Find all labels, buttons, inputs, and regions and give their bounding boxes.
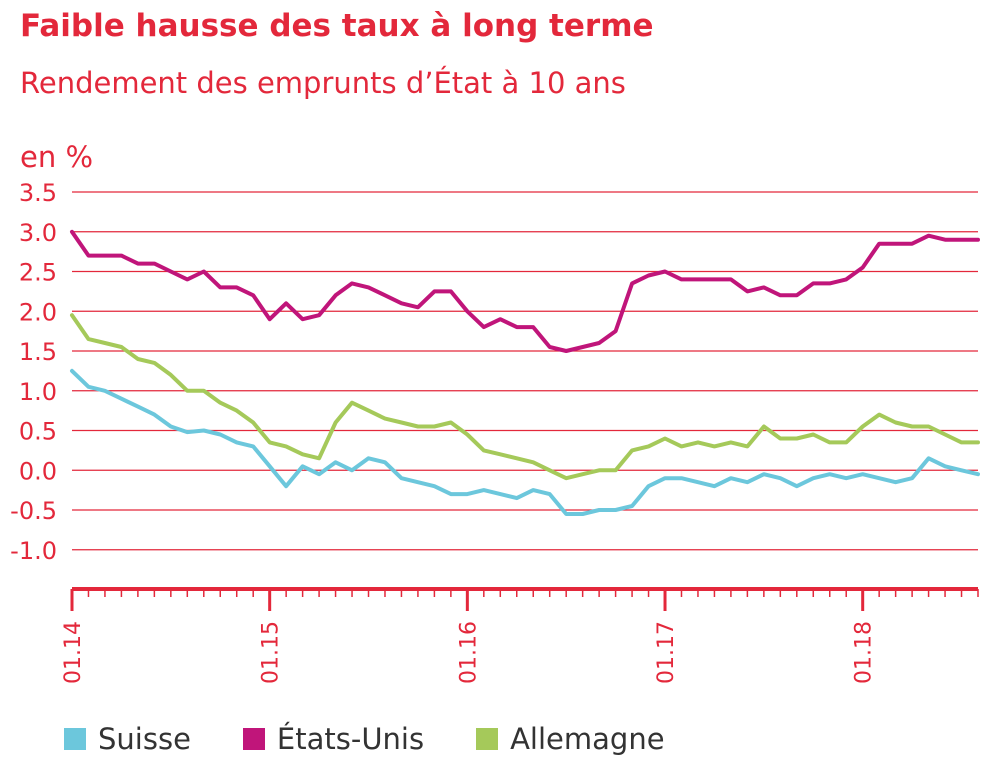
x-tick-label: 01.16 (456, 621, 481, 684)
y-tick-label: 2.0 (19, 298, 57, 326)
legend-label-suisse: Suisse (98, 722, 191, 756)
y-tick-label: -0.5 (10, 497, 57, 525)
legend-item-suisse: Suisse (64, 722, 191, 756)
series-line-allemagne (70, 313, 980, 481)
legend-item-etats-unis: États-Unis (242, 722, 425, 756)
legend: Suisse États-Unis Allemagne (64, 722, 717, 756)
series-line--tats-unis (70, 229, 980, 353)
series-line-suisse (70, 368, 980, 516)
grid-lines (72, 191, 978, 551)
y-axis-label: en % (20, 140, 93, 174)
y-tick-label: 0.5 (19, 418, 57, 446)
y-tick-label: 1.5 (19, 338, 57, 366)
x-tick-label: 01.15 (259, 621, 284, 684)
legend-label-allemagne: Allemagne (510, 722, 665, 756)
y-tick-label: 0.0 (19, 457, 57, 485)
legend-label-etats-unis: États-Unis (276, 722, 425, 756)
legend-swatch-allemagne (476, 728, 499, 750)
y-axis-ticks: 3.5 3.0 2.5 2.0 1.5 1.0 0.5 0.0 -0.5 -1.0 (10, 179, 57, 565)
y-tick-label: 3.5 (19, 179, 57, 207)
x-tick-label: 01.18 (852, 621, 877, 684)
y-tick-label: 3.0 (19, 219, 57, 247)
x-tick-label: 01.14 (61, 621, 86, 684)
x-tick-label: 01.17 (654, 621, 679, 684)
x-axis: 01.14 01.15 01.16 01.17 01.18 (61, 587, 979, 684)
chart-subtitle: Rendement des emprunts d’État à 10 ans (20, 66, 626, 100)
y-tick-label: -1.0 (10, 537, 57, 565)
y-tick-label: 2.5 (19, 259, 57, 287)
legend-swatch-suisse (64, 728, 86, 750)
legend-item-allemagne: Allemagne (476, 722, 665, 756)
y-tick-label: 1.0 (19, 378, 57, 406)
chart-title: Faible hausse des taux à long terme (20, 8, 654, 44)
series-lines (70, 229, 980, 516)
legend-swatch-etats-unis (242, 728, 265, 750)
